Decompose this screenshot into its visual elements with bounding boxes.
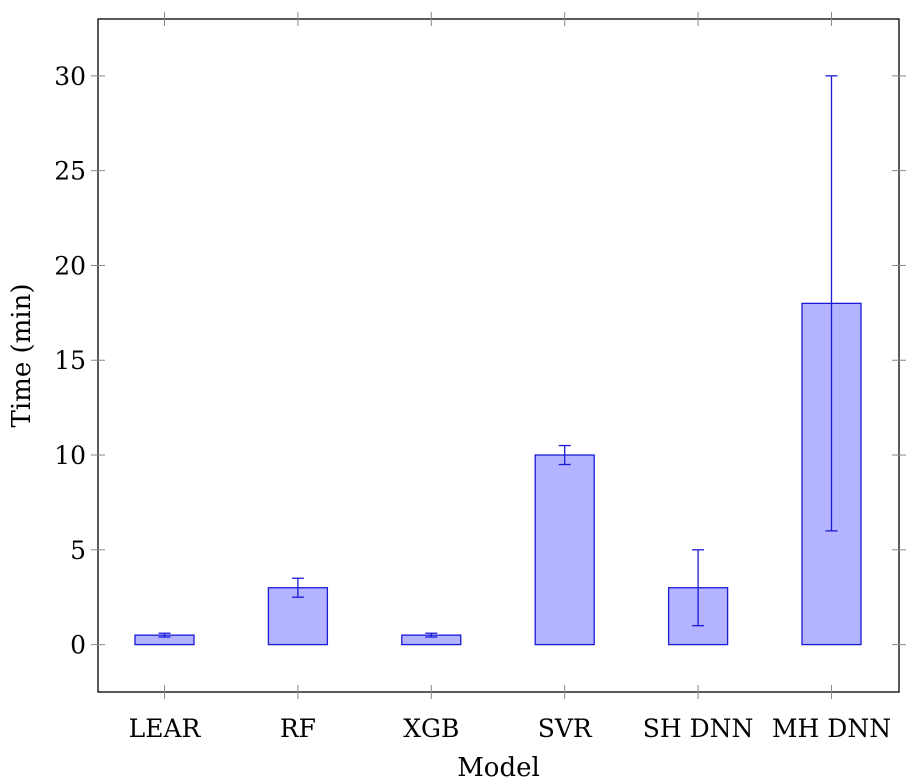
x-tick-label: LEAR: [129, 714, 202, 743]
error-bars-layer: [158, 75, 838, 638]
x-tick-label: RF: [280, 714, 316, 743]
x-tick-label: XGB: [403, 714, 459, 743]
y-tick-label: 20: [54, 251, 86, 280]
plot-frame: [97, 18, 900, 693]
y-tick-label: 25: [54, 157, 86, 186]
y-tick-label: 10: [54, 441, 86, 470]
error-bar-sh-dnn: [692, 549, 705, 627]
x-tick-label: SVR: [538, 714, 593, 743]
y-tick-label: 15: [54, 346, 86, 375]
y-tick-label: 5: [70, 536, 86, 565]
y-axis-title: Time (min): [7, 284, 37, 428]
error-bar-mh-dnn: [825, 75, 838, 532]
y-tick-labels: 0 5 10 15 20 25 30: [54, 62, 86, 660]
bars-layer: [134, 302, 862, 646]
y-tick-label: 30: [54, 62, 86, 91]
ticks-layer: [91, 12, 906, 699]
y-tick-label: 0: [70, 631, 86, 660]
bar-svr: [534, 454, 595, 646]
x-axis-title: Model: [457, 753, 540, 783]
x-tick-label: MH DNN: [772, 714, 891, 743]
error-bar-svr: [558, 444, 571, 466]
bar-rf: [267, 587, 329, 646]
error-bar-xgb: [425, 632, 438, 638]
x-tick-label: SH DNN: [643, 714, 754, 743]
x-tick-labels: LEAR RF XGB SVR SH DNN MH DNN: [129, 714, 891, 743]
error-bar-lear: [158, 632, 171, 638]
error-bar-rf: [291, 577, 304, 598]
